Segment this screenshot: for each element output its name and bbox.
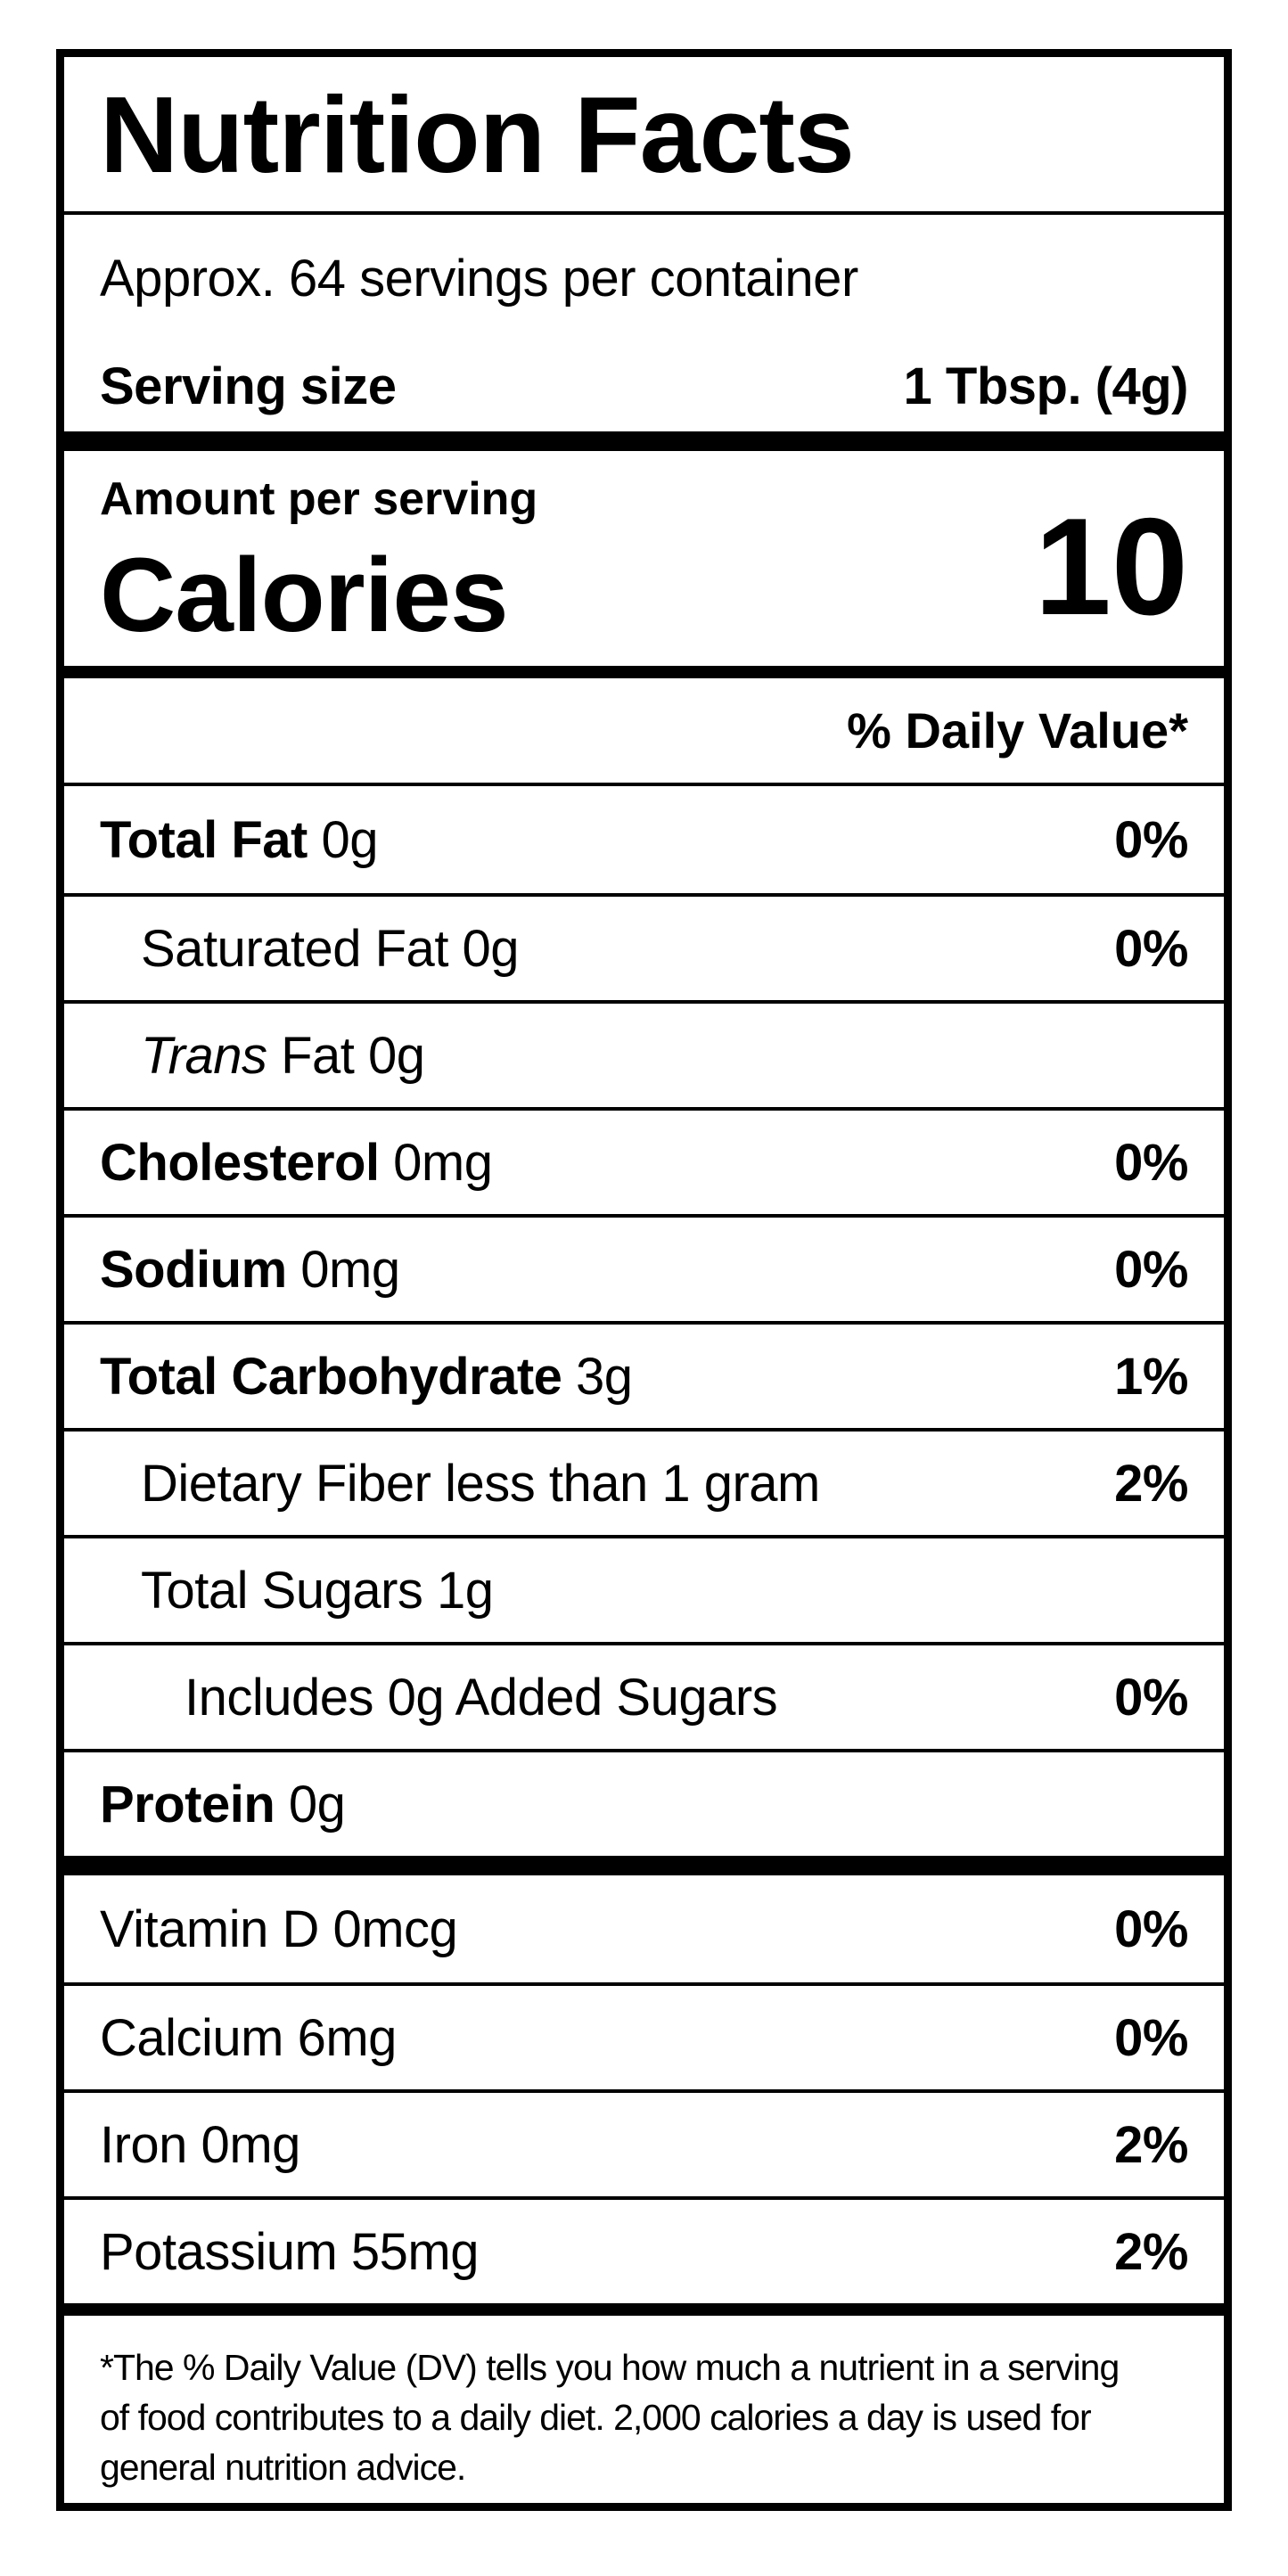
daily-value: 1%: [1114, 1347, 1188, 1406]
nutrient-rows: Total Fat 0g 0% Saturated Fat 0g 0% Tran…: [64, 786, 1224, 1856]
serving-section: Approx. 64 servings per container Servin…: [64, 215, 1224, 431]
thick-rule-above-calories: [64, 431, 1224, 451]
nutrient-amount: Vitamin D 0mcg: [100, 1899, 458, 1958]
serving-size-row: Serving size 1 Tbsp. (4g): [100, 357, 1189, 416]
label-title: Nutrition Facts: [100, 73, 855, 195]
nutrient-amount: Fat 0g: [267, 1026, 425, 1085]
nutrient-name: Trans: [141, 1026, 267, 1085]
row-cholesterol: Cholesterol 0mg 0%: [64, 1107, 1224, 1214]
title-section: Nutrition Facts: [64, 57, 1224, 215]
nutrient-amount: Calcium 6mg: [100, 2008, 397, 2067]
nutrient-name: Protein: [100, 1775, 275, 1834]
medium-rule-above-footnote: [64, 2303, 1224, 2316]
row-dietary-fiber: Dietary Fiber less than 1 gram 2%: [64, 1428, 1224, 1535]
nutrient-amount: Total Sugars 1g: [141, 1561, 494, 1620]
calories-section: Amount per serving Calories 10: [64, 451, 1224, 666]
calories-label: Calories: [100, 537, 509, 654]
amount-per-serving-caption: Amount per serving: [100, 473, 538, 525]
thick-rule-above-micronutrients: [64, 1856, 1224, 1875]
nutrient-amount: Includes 0g Added Sugars: [185, 1668, 778, 1727]
nutrient-amount: 3g: [562, 1347, 633, 1406]
daily-value-header-row: % Daily Value*: [64, 678, 1224, 786]
nutrient-amount: 0g: [275, 1775, 346, 1834]
micronutrient-rows: Vitamin D 0mcg 0% Calcium 6mg 0% Iron 0m…: [64, 1875, 1224, 2303]
nutrient-amount: 0g: [307, 810, 378, 869]
nutrient-amount: 0mg: [286, 1240, 400, 1299]
row-trans-fat: Trans Fat 0g: [64, 1000, 1224, 1107]
nutrient-name: Cholesterol: [100, 1133, 380, 1192]
daily-value: 0%: [1114, 1899, 1188, 1958]
nutrient-amount: 0mg: [379, 1133, 493, 1192]
nutrient-name: Sodium: [100, 1240, 287, 1299]
calories-value: 10: [1034, 489, 1188, 644]
nutrient-amount: Iron 0mg: [100, 2115, 300, 2174]
medium-rule-below-calories: [64, 666, 1224, 678]
daily-value: 0%: [1114, 1668, 1188, 1727]
serving-size-value: 1 Tbsp. (4g): [903, 357, 1189, 415]
daily-value: 0%: [1114, 919, 1188, 978]
row-added-sugars: Includes 0g Added Sugars 0%: [64, 1642, 1224, 1749]
footnote: *The % Daily Value (DV) tells you how mu…: [100, 2347, 1120, 2488]
serving-size-label: Serving size: [100, 357, 397, 415]
daily-value: 0%: [1114, 1240, 1188, 1299]
row-vitamin-d: Vitamin D 0mcg 0%: [64, 1875, 1224, 1982]
daily-value: 2%: [1114, 1454, 1188, 1513]
nutrient-amount: Dietary Fiber less than 1 gram: [141, 1454, 820, 1513]
nutrient-name: Total Carbohydrate: [100, 1347, 562, 1406]
row-sodium: Sodium 0mg 0%: [64, 1214, 1224, 1321]
row-saturated-fat: Saturated Fat 0g 0%: [64, 893, 1224, 1000]
daily-value: 2%: [1114, 2222, 1188, 2281]
daily-value: 0%: [1114, 810, 1188, 869]
row-potassium: Potassium 55mg 2%: [64, 2196, 1224, 2303]
servings-per-container: Approx. 64 servings per container: [100, 250, 858, 308]
daily-value: 2%: [1114, 2115, 1188, 2174]
calories-left-column: Amount per serving Calories: [100, 472, 537, 654]
row-total-fat: Total Fat 0g 0%: [64, 786, 1224, 893]
daily-value: 0%: [1114, 2008, 1188, 2067]
row-calcium: Calcium 6mg 0%: [64, 1982, 1224, 2089]
daily-value: 0%: [1114, 1133, 1188, 1192]
daily-value-header: % Daily Value*: [847, 702, 1188, 759]
nutrient-name: Total Fat: [100, 810, 308, 869]
nutrient-amount: Saturated Fat 0g: [141, 919, 520, 978]
nutrient-amount: Potassium 55mg: [100, 2222, 479, 2281]
row-total-carbohydrate: Total Carbohydrate 3g 1%: [64, 1321, 1224, 1428]
nutrition-facts-label: Nutrition Facts Approx. 64 servings per …: [56, 49, 1232, 2511]
row-iron: Iron 0mg 2%: [64, 2089, 1224, 2196]
row-total-sugars: Total Sugars 1g: [64, 1535, 1224, 1642]
row-protein: Protein 0g: [64, 1749, 1224, 1856]
